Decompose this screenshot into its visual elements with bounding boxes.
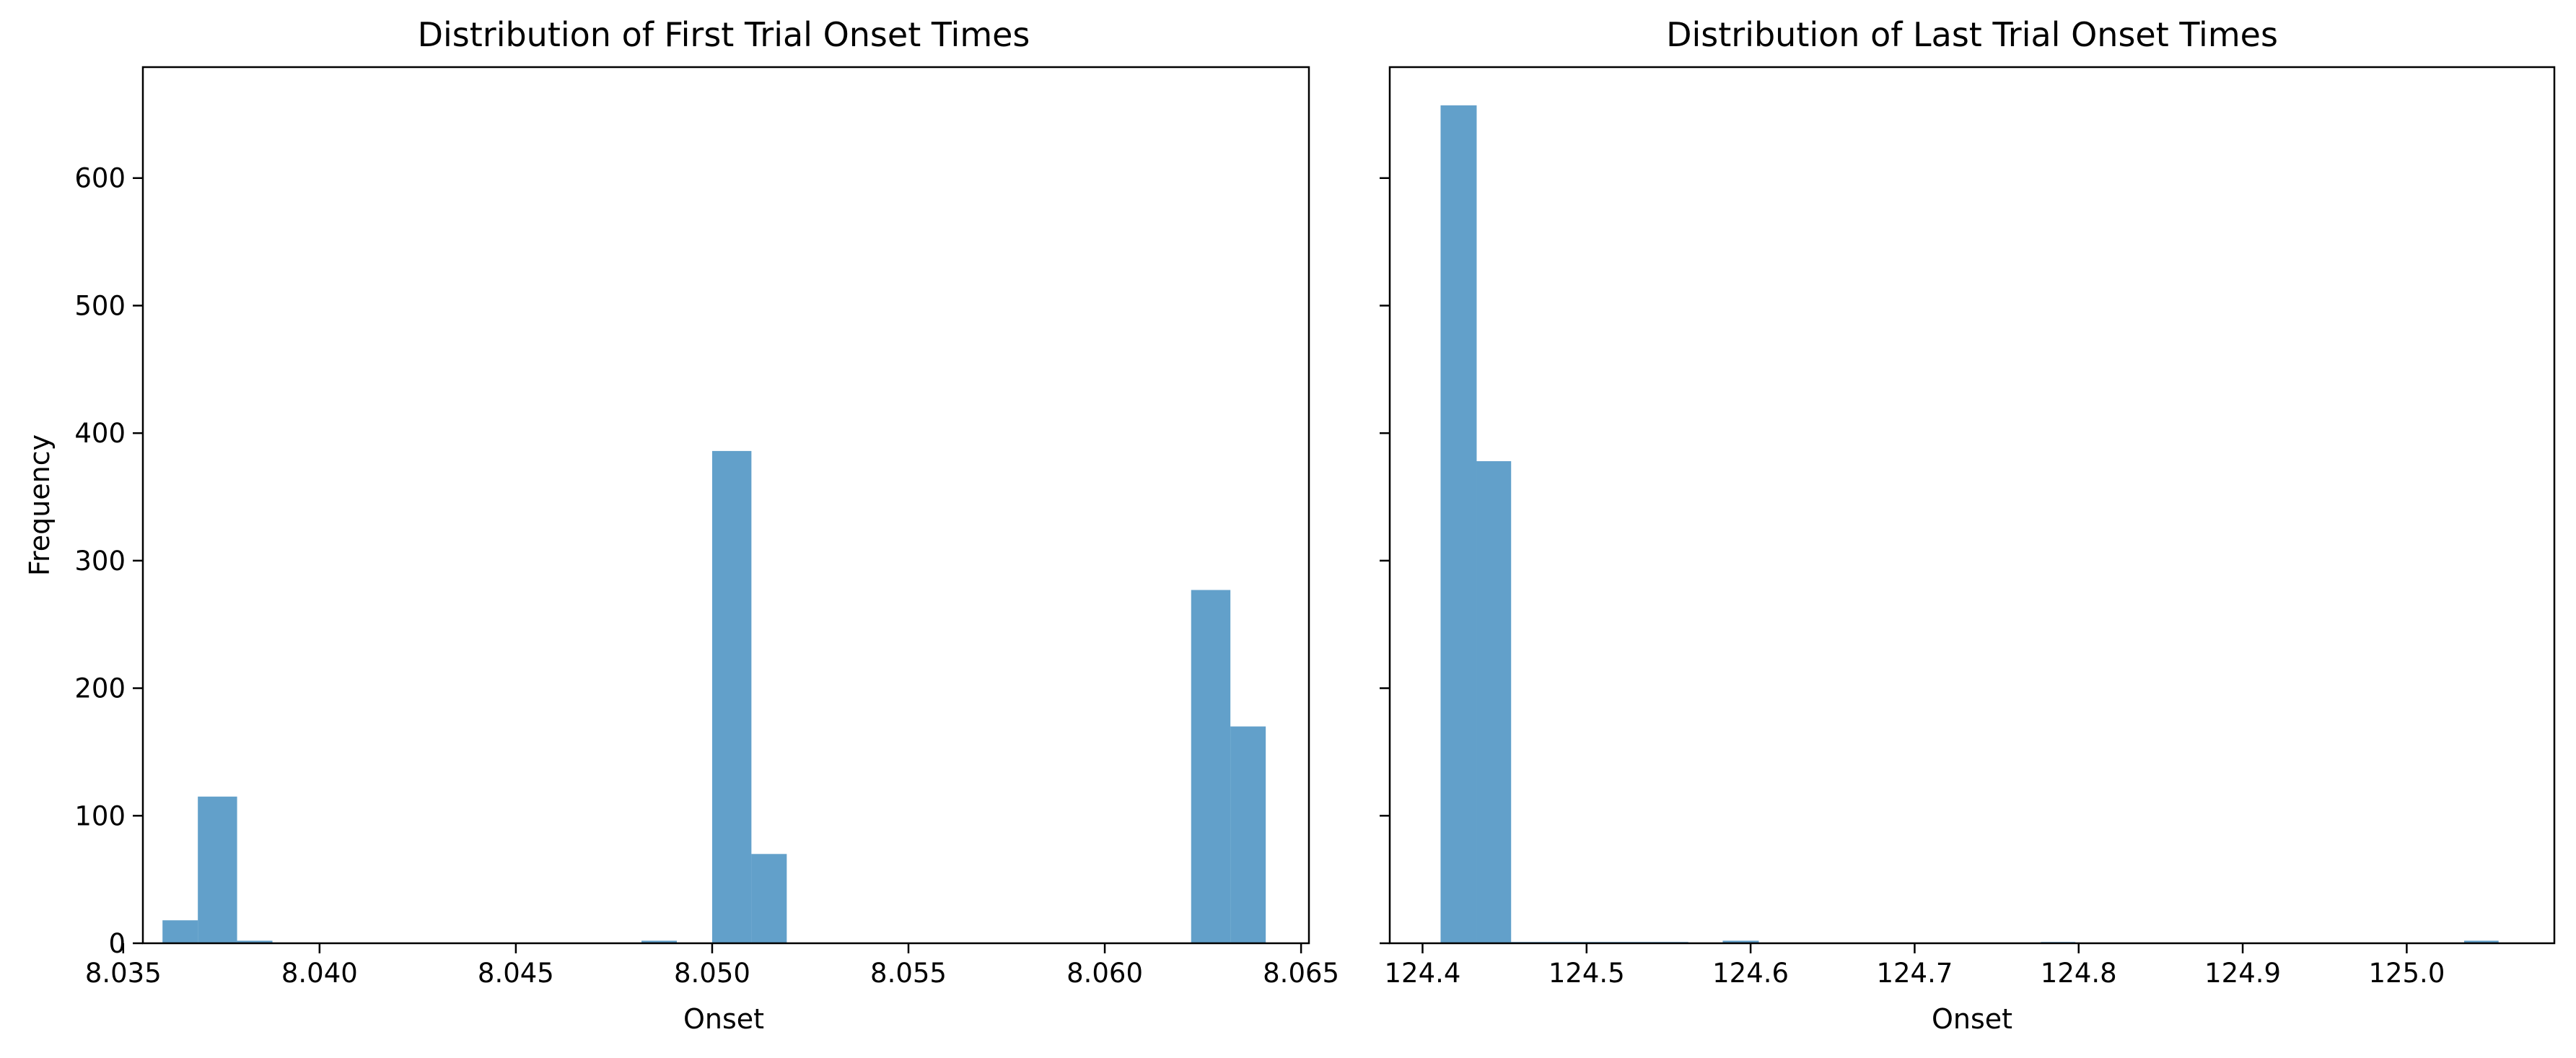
x-tick-label: 8.050 <box>674 958 750 989</box>
histogram-bar <box>1722 940 1759 943</box>
x-tick-label: 124.4 <box>1384 958 1460 989</box>
bars-group <box>1440 105 2499 943</box>
x-tick-label: 8.055 <box>870 958 947 989</box>
y-axis-ticks <box>1380 177 1390 945</box>
plot-frame <box>1388 66 2556 945</box>
y-tick-label: 600 <box>74 163 126 194</box>
last-trial-histogram: Distribution of Last Trial Onset Times 1… <box>1380 15 2556 1035</box>
y-axis-ticks: 0 100 200 300 400 500 600 <box>74 163 143 959</box>
x-tick-label: 125.0 <box>2368 958 2445 989</box>
y-tick-label: 500 <box>74 290 126 321</box>
histogram-bar <box>237 940 273 943</box>
histogram-bar <box>1476 461 1512 943</box>
x-tick-label: 124.9 <box>2204 958 2281 989</box>
y-tick-label: 400 <box>74 418 126 449</box>
histogram-bar <box>641 940 677 943</box>
histogram-bar <box>162 920 198 943</box>
x-tick-label: 8.065 <box>1263 958 1339 989</box>
histogram-bar <box>751 854 787 943</box>
y-axis-label: Frequency <box>24 434 56 576</box>
x-tick-label: 8.045 <box>478 958 554 989</box>
first-trial-histogram: Distribution of First Trial Onset Times … <box>24 15 1339 1035</box>
x-axis-ticks: 124.4 124.5 124.6 124.7 124.8 124.9 125.0 <box>1384 943 2445 989</box>
histogram-bar <box>711 450 752 943</box>
x-tick-label: 8.040 <box>281 958 358 989</box>
x-tick-label: 124.8 <box>2041 958 2117 989</box>
x-axis-label: Onset <box>683 1003 764 1035</box>
histogram-bar <box>198 796 237 943</box>
histogram-bar <box>1191 590 1231 943</box>
x-tick-label: 8.060 <box>1066 958 1143 989</box>
y-tick-label: 100 <box>74 800 126 831</box>
histogram-bar <box>1230 726 1266 943</box>
plot-frame <box>141 66 1310 945</box>
histogram-bar <box>2463 940 2499 943</box>
x-tick-label: 8.035 <box>85 958 162 989</box>
y-tick-label: 0 <box>108 928 126 959</box>
x-axis-ticks: 8.035 8.040 8.045 8.050 8.055 8.060 8.065 <box>85 943 1339 989</box>
histogram-bar <box>1440 105 1477 943</box>
bars-group <box>162 450 1266 943</box>
chart-title: Distribution of First Trial Onset Times <box>418 15 1030 54</box>
y-tick-label: 300 <box>74 546 126 577</box>
x-tick-label: 124.6 <box>1712 958 1789 989</box>
x-tick-label: 124.5 <box>1548 958 1625 989</box>
chart-title: Distribution of Last Trial Onset Times <box>1666 15 2278 54</box>
x-tick-label: 124.7 <box>1876 958 1953 989</box>
y-tick-label: 200 <box>74 673 126 704</box>
x-axis-label: Onset <box>1932 1003 2012 1035</box>
